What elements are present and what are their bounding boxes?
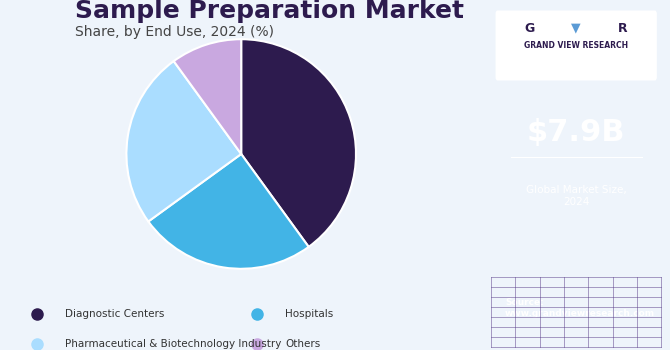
Text: Others: Others [285, 340, 321, 349]
Text: Sample Preparation Market: Sample Preparation Market [75, 0, 464, 23]
Text: Source:
www.grandviewresearch.com: Source: www.grandviewresearch.com [505, 298, 655, 318]
Text: Share, by End Use, 2024 (%): Share, by End Use, 2024 (%) [75, 26, 274, 40]
Wedge shape [174, 39, 241, 154]
Text: Hospitals: Hospitals [285, 309, 334, 318]
Wedge shape [148, 154, 309, 269]
Text: ▼: ▼ [572, 21, 581, 35]
Text: Global Market Size,
2024: Global Market Size, 2024 [526, 185, 626, 207]
Text: GRAND VIEW RESEARCH: GRAND VIEW RESEARCH [524, 41, 628, 50]
Text: $7.9B: $7.9B [527, 119, 626, 147]
Text: Diagnostic Centers: Diagnostic Centers [65, 309, 164, 318]
Wedge shape [127, 61, 241, 222]
Text: R: R [618, 21, 628, 35]
Wedge shape [241, 39, 356, 247]
Text: Pharmaceutical & Biotechnology Industry: Pharmaceutical & Biotechnology Industry [65, 340, 281, 349]
Text: G: G [524, 21, 535, 35]
FancyBboxPatch shape [496, 10, 657, 80]
